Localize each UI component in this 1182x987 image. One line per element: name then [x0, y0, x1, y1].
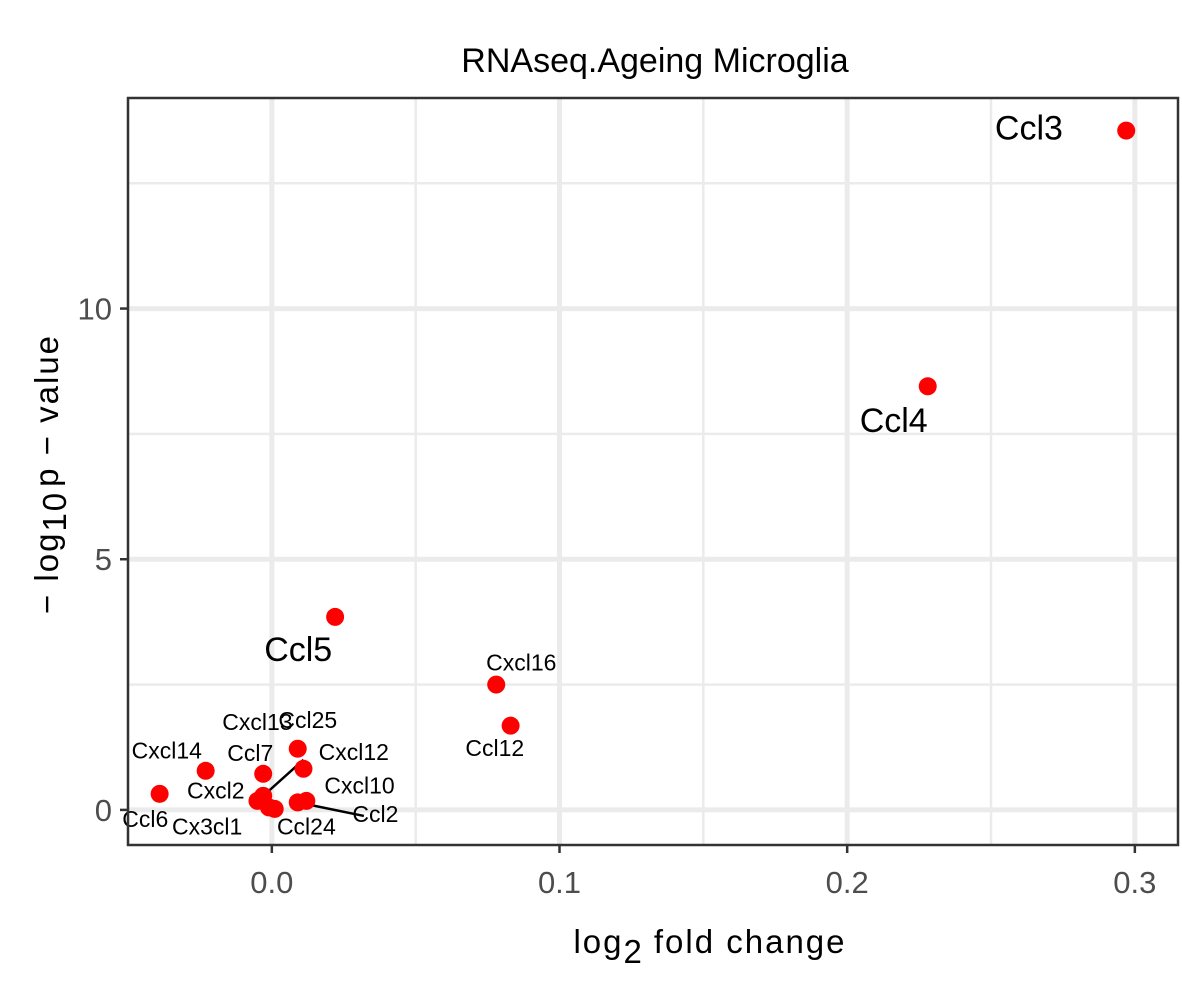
chart-title: RNAseq.Ageing Microglia	[461, 42, 848, 80]
label-ccl24: Ccl24	[277, 814, 336, 840]
axes: 0.0 0.1 0.2 0.3 0 5 10	[78, 292, 1157, 900]
label-ccl4: Ccl4	[860, 402, 928, 440]
label-ccl7: Ccl7	[227, 740, 273, 766]
label-ccl6: Ccl6	[122, 806, 168, 832]
x-axis-title: log2 fold change	[573, 923, 846, 970]
label-cx3cl1: Cx3cl1	[172, 814, 242, 840]
y-tick-label: 0	[95, 793, 112, 828]
y-axis-title-prefix: − log	[28, 532, 65, 614]
y-tick-label: 10	[78, 292, 112, 327]
point-ccl12	[501, 716, 520, 735]
y-axis-title-rest: p − value	[28, 334, 65, 487]
label-cxcl13: Cxcl13	[222, 709, 292, 735]
x-tick-label: 0.1	[538, 865, 581, 900]
point-ccl24	[265, 799, 284, 818]
label-ccl5: Ccl5	[264, 631, 332, 669]
y-axis-title: − log10 p − value	[28, 334, 73, 614]
label-cxcl16: Cxcl16	[486, 650, 556, 676]
point-cxcl16	[487, 675, 506, 694]
grid	[126, 98, 1178, 845]
label-cxcl12: Cxcl12	[319, 739, 389, 765]
x-tick-label: 0.0	[250, 865, 293, 900]
label-ccl2: Ccl2	[352, 801, 398, 827]
label-cxcl10: Cxcl10	[324, 772, 394, 798]
point-ccl25	[288, 739, 307, 758]
x-tick-label: 0.3	[1113, 865, 1156, 900]
point-ccl7	[254, 764, 273, 783]
label-ccl12: Ccl12	[465, 735, 524, 761]
point-ccl2	[288, 793, 307, 812]
point-cxcl14	[196, 761, 215, 780]
label-ccl3: Ccl3	[995, 110, 1063, 148]
x-axis-title-log: log	[573, 923, 623, 960]
label-cxcl14: Cxcl14	[132, 737, 203, 763]
point-ccl5	[326, 607, 345, 626]
plot-panel-border	[126, 96, 1180, 847]
x-axis-title-subscript: 2	[624, 933, 644, 970]
label-ccl25: Ccl25	[278, 707, 337, 733]
y-axis-title-subscript: 10	[36, 491, 73, 532]
data-points	[150, 121, 1136, 818]
point-ccl6	[150, 784, 169, 803]
y-tick-label: 5	[95, 542, 112, 577]
label-cxcl2: Cxcl2	[187, 777, 245, 803]
x-tick-label: 0.2	[826, 865, 869, 900]
point-ccl4	[918, 377, 937, 396]
point-ccl3	[1117, 121, 1136, 140]
x-axis-title-rest: fold change	[654, 923, 847, 960]
point-cxcl12	[294, 759, 313, 778]
